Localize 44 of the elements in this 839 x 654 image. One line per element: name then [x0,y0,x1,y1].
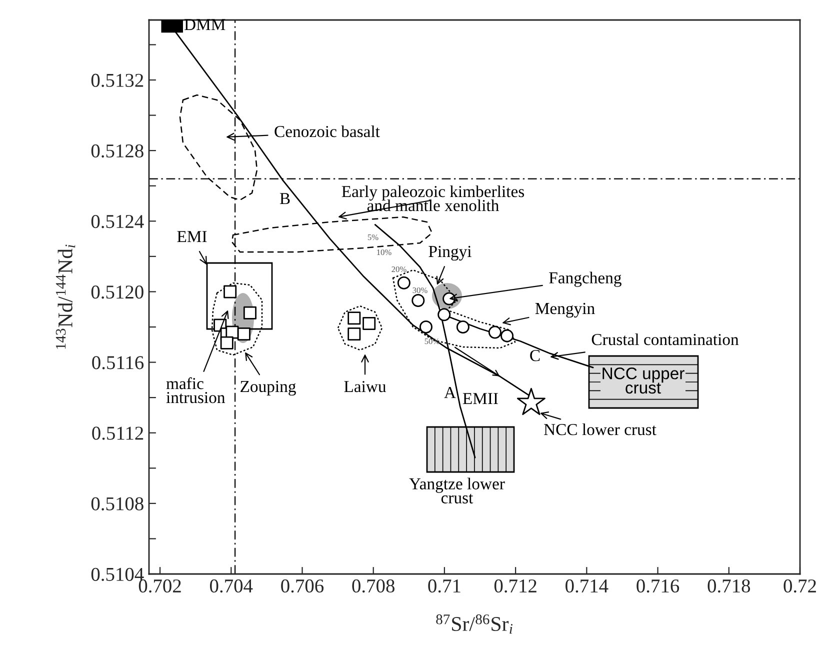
annotation: NCC lower crust [544,423,656,436]
annotation: EMII [462,393,498,404]
annotation: Mengyin [535,302,595,318]
annotation: NCC upper crust [602,368,684,394]
y-axis-title: $^{143}$Nd/$^{144}$Nd$_{i}$ [56,244,76,349]
annotation: EMI [177,231,207,242]
annotation: 30% [412,287,428,294]
annotation: Pingyi [428,246,472,261]
annotation: Crustal contamination [592,333,739,346]
y-tick-label: 0.5108 [91,497,144,510]
annotation: Yangtze lower crust [409,478,505,504]
x-tick-label: 0.708 [352,579,394,593]
annotation: C [530,350,540,362]
y-tick-label: 0.5112 [92,426,144,440]
y-tick-label: 0.5128 [91,144,144,158]
annotation: DMM [184,19,226,30]
annotation: 10% [377,249,392,256]
y-tick-label: 0.5132 [91,74,144,88]
y-tick-label: 0.5120 [91,286,144,299]
x-tick-label: 0.712 [494,579,536,593]
x-tick-label: 0.702 [138,579,181,593]
annotation: Fangcheng [549,272,622,287]
point [220,336,234,350]
annotation: 20% [392,266,406,272]
annotation: Cenozoic basalt [274,125,380,138]
point [516,388,546,416]
y-tick-label: 0.5104 [91,568,144,582]
annotation: mafic intrusion [166,377,226,404]
x-tick-label: 0.714 [566,579,608,593]
annotation: B [280,193,290,204]
x-tick-label: 0.706 [281,579,324,593]
x-tick-label: 0.704 [210,579,253,593]
x-tick-label: 0.716 [636,579,680,593]
point [237,328,250,341]
y-tick-label: 0.5124 [91,214,144,228]
y-tick-label: 0.5116 [92,356,144,370]
annotation: A [444,387,456,398]
x-axis-title: $^{87}$Sr/$^{86}$Sr$_{i}$ [436,614,513,634]
x-tick-label: 0.71 [428,579,460,593]
annotation: Laiwu [344,380,386,392]
annotation: Zouping [240,380,296,396]
x-tick-label: 0.72 [784,579,816,593]
x-tick-label: 0.718 [708,579,750,593]
annotation: 5% [368,234,378,240]
